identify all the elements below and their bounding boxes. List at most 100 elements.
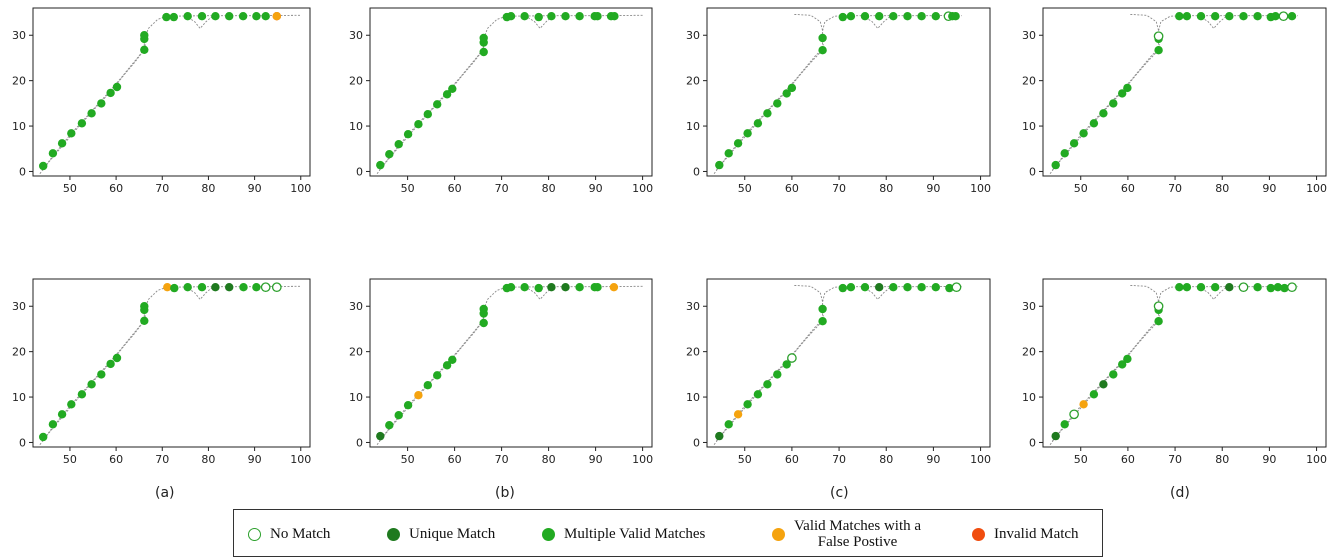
point-unique — [547, 283, 556, 292]
point-multi — [818, 46, 827, 55]
point-multi — [57, 139, 67, 148]
x-tick-label: 90 — [1262, 182, 1276, 195]
x-tick-label: 100 — [632, 453, 653, 466]
point-multi — [239, 283, 248, 292]
point-multi — [575, 283, 584, 292]
point-multi — [763, 109, 772, 118]
x-tick-label: 70 — [1168, 182, 1182, 195]
point-multi — [1175, 283, 1184, 292]
point-multi — [376, 160, 385, 170]
panel-top-b: 50 60 70 80 90 100 0 10 20 30 — [349, 7, 653, 195]
point-multi — [183, 283, 192, 292]
point-multi — [743, 129, 752, 138]
point-multi — [106, 88, 115, 98]
y-tick-label: 10 — [349, 120, 363, 133]
point-unique — [1051, 431, 1060, 441]
point-multi — [753, 119, 763, 128]
legend-label-no-match: No Match — [270, 526, 331, 542]
point-multi — [394, 411, 403, 420]
x-tick-label: 50 — [1074, 182, 1088, 195]
road-trace — [39, 319, 145, 445]
point-multi — [67, 400, 76, 409]
point-multi — [225, 12, 234, 21]
point-none — [1238, 282, 1249, 293]
x-tick-label: 50 — [401, 453, 415, 466]
point-multi — [1109, 99, 1118, 108]
point-fp — [1079, 400, 1088, 409]
panel-bot-b: 50 60 70 80 90 100 0 10 20 30 — [349, 278, 653, 466]
point-multi — [1123, 83, 1132, 93]
axes-frame — [369, 7, 653, 177]
point-multi — [479, 304, 488, 314]
x-tick-label: 100 — [970, 182, 991, 195]
point-multi — [945, 283, 954, 293]
y-tick-label: 0 — [19, 165, 26, 178]
point-multi — [547, 12, 556, 21]
point-multi — [448, 84, 457, 94]
x-tick-label: 100 — [1306, 453, 1327, 466]
x-tick-label: 50 — [401, 182, 415, 195]
point-multi — [951, 12, 960, 21]
road-trace — [794, 284, 824, 320]
caption-b: (b) — [495, 485, 515, 501]
point-multi — [593, 283, 602, 292]
point-multi — [414, 120, 423, 129]
x-tick-label: 100 — [290, 453, 311, 466]
point-multi — [106, 359, 115, 369]
point-unique — [875, 283, 884, 292]
invalid-match-marker-icon — [972, 527, 985, 541]
y-tick-label: 10 — [349, 391, 363, 404]
unique-match-marker-icon — [387, 527, 400, 541]
axes-frame — [1042, 278, 1327, 448]
y-tick-label: 0 — [1029, 436, 1036, 449]
point-multi — [1196, 12, 1206, 21]
road-trace — [1130, 13, 1160, 49]
panel-top-c: 50 60 70 80 90 100 0 10 20 30 — [686, 7, 991, 195]
point-multi — [1239, 12, 1248, 21]
point-multi — [77, 390, 87, 399]
point-multi — [1069, 139, 1079, 148]
y-tick-label: 0 — [693, 436, 700, 449]
point-multi — [575, 12, 584, 21]
point-multi — [773, 99, 782, 108]
point-multi — [1099, 109, 1108, 118]
point-multi — [610, 12, 619, 21]
x-tick-label: 60 — [785, 182, 799, 195]
y-tick-label: 10 — [12, 120, 26, 133]
point-multi — [1182, 12, 1192, 21]
point-multi — [931, 283, 940, 292]
point-multi — [838, 283, 847, 293]
point-multi — [903, 283, 912, 292]
legend-item-multiple-valid-matches: Multiple Valid Matches — [542, 510, 705, 558]
point-multi — [97, 99, 106, 108]
x-tick-label: 50 — [1074, 453, 1088, 466]
caption-c: (c) — [830, 485, 849, 501]
point-multi — [183, 12, 192, 21]
x-tick-label: 60 — [785, 453, 799, 466]
false-positive-marker-icon — [772, 527, 785, 541]
point-multi — [140, 45, 149, 54]
point-multi — [917, 283, 926, 292]
y-tick-label: 30 — [1022, 29, 1036, 42]
point-multi — [77, 119, 87, 128]
road-trace — [716, 315, 824, 442]
point-multi — [1211, 283, 1220, 292]
y-tick-label: 30 — [686, 300, 700, 313]
point-multi — [724, 420, 733, 429]
point-none — [1278, 11, 1289, 22]
legend-item-invalid-match: Invalid Match — [972, 510, 1079, 558]
x-tick-label: 90 — [248, 182, 262, 195]
x-tick-label: 90 — [926, 453, 940, 466]
axes-frame — [706, 278, 991, 448]
x-tick-label: 80 — [201, 182, 215, 195]
road-trace — [376, 48, 484, 174]
point-multi — [385, 421, 394, 430]
x-tick-label: 100 — [632, 182, 653, 195]
point-multi — [860, 12, 870, 21]
legend-label-false-positive-line2: False Postive — [817, 534, 898, 550]
point-multi — [1280, 283, 1289, 293]
point-multi — [561, 12, 570, 21]
point-multi — [818, 33, 827, 43]
point-multi — [1089, 390, 1099, 399]
point-multi — [1271, 12, 1280, 21]
